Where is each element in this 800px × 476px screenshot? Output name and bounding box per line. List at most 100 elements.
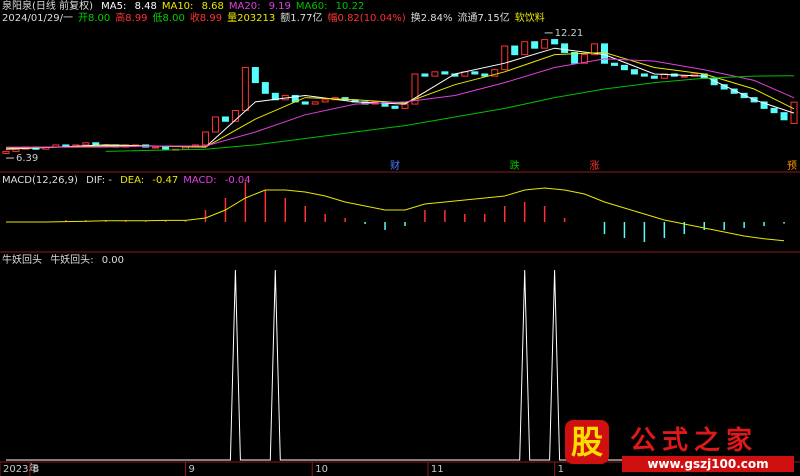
candle-body (770, 107, 778, 114)
event-marker: 预 (787, 160, 797, 172)
legend-name: 牛妖回头 (50, 255, 97, 266)
candle-body (780, 112, 788, 121)
candle-body (571, 51, 579, 64)
x-tick-label: 8 (33, 464, 39, 475)
extreme-label: 12.21 (555, 28, 584, 39)
candle-body (441, 71, 449, 75)
candle-body (12, 148, 20, 152)
candle-body (630, 69, 638, 75)
series-line (6, 58, 795, 148)
candle-body (182, 146, 190, 150)
candle-body (551, 39, 559, 45)
candle-body (481, 73, 489, 77)
watermark-name: 公式之家 (630, 426, 759, 456)
legend-value: 10.22 (335, 1, 365, 12)
legend-value: -0.47 (152, 175, 179, 186)
legend-value: -0.04 (224, 175, 251, 186)
candle-body (301, 101, 309, 105)
header-item: 收8.99 (189, 13, 223, 24)
legend-name: MA5 (101, 1, 129, 12)
candle-body (321, 99, 329, 103)
candle-body (591, 43, 599, 56)
watermark-url: www.gszj100.com (622, 456, 794, 472)
macd-title: MACD(12,26,9) (2, 175, 78, 186)
header-item: 量203213 (227, 13, 276, 24)
header-item: 低8.00 (152, 13, 185, 24)
legend-value: 8.48 (134, 1, 157, 12)
extreme-label: 6.39 (16, 153, 38, 164)
candle-body (521, 41, 529, 56)
candle-body (162, 146, 170, 150)
legend-name: MA20 (229, 1, 264, 12)
candle-body (491, 69, 499, 77)
candle-body (431, 71, 439, 77)
macd-header: MACD(12,26,9) DIF: - DEA -0.47 MACD -0.04 (2, 175, 256, 187)
legend-value: 9.19 (268, 1, 291, 12)
header-item: 幅0.82(10.04%) (327, 13, 406, 24)
candle-body (82, 142, 90, 146)
event-marker: 跌 (510, 159, 520, 172)
watermark-logo: 股 (565, 420, 609, 464)
series-line (6, 269, 794, 461)
series-line (6, 187, 785, 242)
candle-body (610, 62, 618, 66)
x-tick-label: 9 (189, 464, 195, 475)
candle-body (251, 67, 259, 84)
candle-body (411, 73, 419, 105)
dif-label: DIF: - (86, 175, 112, 186)
header-item: 高8.99 (115, 13, 148, 24)
candle-body (511, 45, 519, 56)
series-line (5, 51, 795, 149)
candle-body (391, 105, 399, 109)
candle-body (421, 73, 429, 77)
signal-header: 牛妖回头 牛妖回头 0.00 (2, 255, 129, 267)
legend-value: 8.68 (201, 1, 224, 12)
header-item: 2024/01/29/一 (2, 13, 74, 24)
candle-body (620, 64, 628, 71)
candle-body (640, 73, 648, 77)
candle-body (152, 146, 160, 149)
stock-title: 泉阳泉(日线 前复权) (2, 1, 93, 12)
candle-body (650, 75, 658, 79)
header-line-1: 泉阳泉(日线 前复权) MA5 8.48 MA10 8.68 MA20 9.19 MA60 1… (2, 1, 369, 13)
candle-body (92, 142, 100, 146)
legend-name: MA60 (296, 1, 331, 12)
candle-body (730, 88, 738, 94)
x-tick-label: 11 (431, 464, 444, 475)
candle-body (211, 116, 219, 133)
candle-body (531, 41, 539, 49)
legend-value: 0.00 (101, 255, 125, 266)
x-tick-label: 1 (558, 464, 564, 475)
candle-body (2, 150, 10, 155)
header-item: 软饮料 (514, 13, 545, 24)
event-marker: 涨 (590, 160, 600, 172)
candle-body (501, 45, 509, 71)
candle-body (471, 71, 479, 75)
candle-body (221, 116, 229, 122)
header-item: 额1.77亿 (280, 13, 323, 24)
candle-body (261, 82, 269, 94)
header-item: 换2.84% (410, 13, 453, 24)
x-tick-label: 10 (315, 464, 328, 475)
legend-name: MACD (183, 175, 220, 186)
candle-body (311, 101, 319, 105)
event-marker: 财 (390, 159, 400, 172)
series-line (5, 47, 795, 150)
header-line-2: 2024/01/29/一 开8.00 高8.99 低8.00 收8.99 量203213 额… (2, 13, 550, 25)
candle-body (201, 131, 209, 146)
candle-body (760, 101, 768, 109)
header-item: 开8.00 (78, 13, 111, 24)
legend-name: DEA (120, 175, 147, 186)
candle-body (581, 54, 589, 64)
candle-body (241, 67, 249, 112)
series-line (105, 75, 795, 152)
signal-title: 牛妖回头 (2, 255, 42, 266)
candle-body (401, 103, 409, 109)
candle-body (680, 75, 688, 78)
candle-body (561, 43, 569, 53)
candle-body (231, 110, 239, 122)
header-item: 流通7.15亿 (457, 13, 510, 24)
candle-body (541, 39, 549, 49)
